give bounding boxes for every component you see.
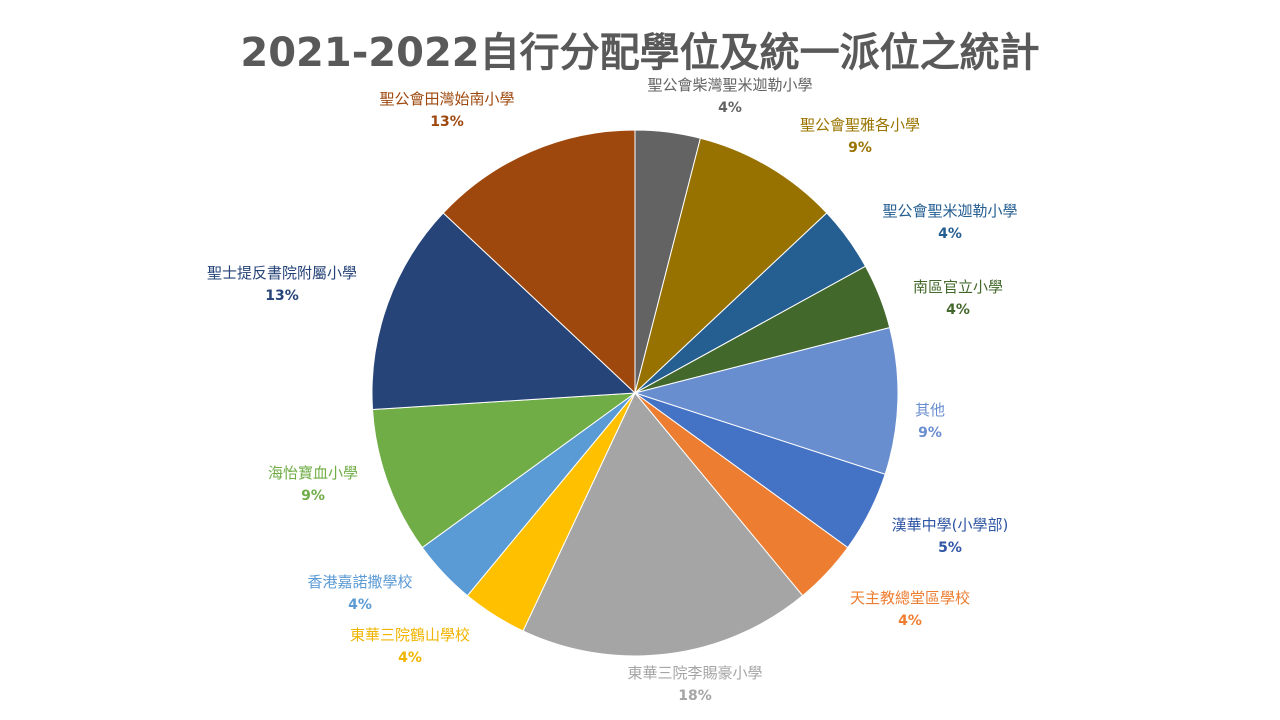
- slice-label-name: 聖公會田灣始南小學: [379, 90, 514, 108]
- slice-label-name: 香港嘉諾撒學校: [307, 573, 412, 591]
- slice-label-percent: 9%: [918, 425, 942, 441]
- slice-label-name: 東華三院李賜豪小學: [627, 664, 762, 682]
- slice-label-name: 聖公會柴灣聖米迦勒小學: [647, 76, 812, 94]
- slice-label-name: 聖公會聖雅各小學: [800, 116, 920, 134]
- slice-label-percent: 4%: [348, 597, 372, 613]
- slice-label-name: 聖公會聖米迦勒小學: [882, 202, 1017, 220]
- slice-label-percent: 9%: [301, 488, 325, 504]
- pie-slice: [633, 326, 899, 475]
- slice-label-name: 漢華中學(小學部): [892, 516, 1009, 534]
- slice-label-name: 南區官立小學: [913, 278, 1003, 296]
- slice-label-percent: 5%: [938, 540, 962, 556]
- pie-slice: [371, 392, 637, 549]
- slice-label-name: 東華三院鶴山學校: [350, 626, 470, 644]
- slice-label-percent: 13%: [430, 114, 464, 130]
- pie-slice: [634, 137, 828, 395]
- slice-label-percent: 4%: [718, 100, 742, 116]
- slice-label-name: 海怡寶血小學: [268, 464, 358, 482]
- slice-label-percent: 4%: [938, 226, 962, 242]
- slice-label-percent: 4%: [946, 302, 970, 318]
- slice-label-name: 聖士提反書院附屬小學: [207, 264, 357, 282]
- pie-slice: [442, 129, 636, 395]
- slice-label-name: 天主教總堂區學校: [850, 589, 970, 607]
- chart-title: 2021-2022自行分配學位及統一派位之統計: [240, 30, 1040, 76]
- slice-label-percent: 4%: [898, 613, 922, 629]
- slice-label-percent: 18%: [678, 688, 712, 704]
- slice-label-percent: 9%: [848, 140, 872, 156]
- slice-label-name: 其他: [915, 401, 945, 419]
- pie-slice: [522, 392, 804, 657]
- slice-label-percent: 4%: [398, 650, 422, 666]
- pie-slice: [371, 212, 637, 411]
- slice-label-percent: 13%: [265, 288, 299, 304]
